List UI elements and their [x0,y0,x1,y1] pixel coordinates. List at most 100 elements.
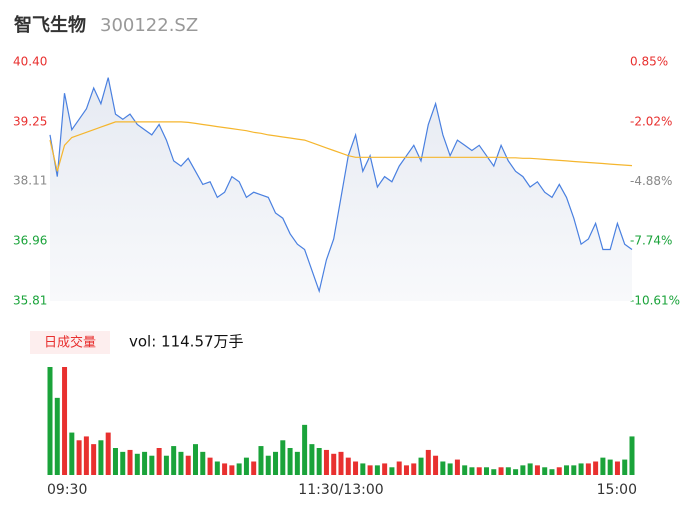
volume-bar [418,457,424,475]
volume-bar [149,455,155,475]
volume-bar [207,457,213,475]
volume-bar [498,467,504,475]
volume-bar [273,451,279,475]
volume-bar [578,463,584,475]
volume-bar [193,444,198,475]
volume-bar [360,463,366,475]
volume-bar [520,465,526,475]
volume-label: 日成交量 [44,335,96,351]
volume-bar [47,367,53,475]
volume-bar [112,448,118,475]
y2-tick-label: -2.02% [630,114,672,128]
volume-bar [309,444,315,475]
volume-bar [243,457,249,475]
volume-bar [585,463,591,475]
volume-bar [549,469,555,475]
volume-bar [178,451,184,475]
volume-bar [454,459,460,475]
volume-bar [542,467,548,475]
volume-bar [236,463,242,475]
volume-bar [163,455,169,475]
volume-bar [54,397,60,475]
volume-bar [258,446,264,475]
chart-subtitle: 300122.SZ [100,15,198,36]
volume-bar [316,448,322,475]
volume-bar [447,463,453,475]
volume-bar [600,457,606,475]
volume-bar [323,449,329,475]
y-tick-label: 40.40 [13,55,47,69]
volume-bar [462,465,468,475]
volume-bar [433,455,439,475]
volume-bar [629,436,635,475]
price-line [49,77,633,294]
volume-bar [353,461,359,475]
y2-tick-label: 0.85% [630,55,668,69]
x-tick-label: 15:00 [597,482,637,498]
volume-bar [527,463,533,475]
volume-bar [534,465,540,475]
volume-bar [251,461,257,475]
volume-bar [287,448,293,475]
y-tick-label: 38.11 [13,174,47,188]
volume-bar [367,465,373,475]
y-tick-label: 39.25 [13,114,47,128]
volume-bar [62,367,68,475]
volume-summary: vol: 114.57万手 [129,333,244,351]
volume-bar [338,451,344,475]
volume-bar [98,440,104,475]
volume-bar [294,451,300,475]
y2-tick-label: -7.74% [630,234,672,248]
volume-bar [571,465,577,475]
volume-bar [403,465,409,475]
volume-bar [622,459,628,475]
volume-bar [469,467,475,475]
volume-bar [91,444,97,475]
volume-bar [171,446,177,475]
volume-bar [374,465,380,475]
volume-bar [83,436,89,475]
y-tick-label: 36.96 [13,234,47,248]
volume-bar [476,467,482,475]
y2-tick-label: -4.88% [630,174,672,188]
volume-bar [556,467,562,475]
x-tick-label: 09:30 [47,482,87,498]
volume-bar [564,465,570,475]
volume-bar [614,461,620,475]
volume-bar [214,461,220,475]
chart-title: 智飞生物 [14,14,86,36]
volume-bar [411,463,417,475]
volume-bar [222,463,228,475]
volume-bar [134,453,140,475]
volume-bar [484,467,489,475]
volume-bar [345,457,351,475]
volume-badge [30,331,110,354]
price-area [50,77,632,301]
volume-bar [593,461,599,475]
volume-bar [382,463,388,475]
volume-bar [389,467,395,475]
volume-bar [425,449,431,475]
volume-bar [280,440,286,475]
volume-bar [513,469,519,475]
x-tick-label: 11:30/13:00 [298,482,383,498]
volume-bar [229,465,235,475]
volume-bar [185,455,191,475]
volume-bar [127,449,133,475]
volume-bar [607,459,613,475]
volume-bar [142,451,148,475]
volume-bar [69,432,75,475]
average-line [49,121,633,172]
y-tick-label: 35.81 [13,294,47,308]
volume-bar [156,448,162,475]
volume-bar [491,469,497,475]
volume-bar [396,461,402,475]
volume-bar [105,432,111,475]
volume-bar [440,461,446,475]
y2-tick-label: -10.61% [630,294,680,308]
volume-bar [200,451,206,475]
volume-bar [302,424,308,475]
volume-bar [120,451,126,475]
